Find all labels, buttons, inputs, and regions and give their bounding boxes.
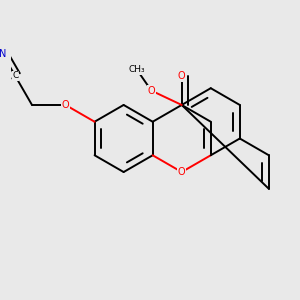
Text: N: N	[0, 49, 6, 59]
Text: CH₃: CH₃	[129, 65, 146, 74]
Text: O: O	[178, 71, 185, 82]
Text: O: O	[62, 100, 69, 110]
Text: C: C	[12, 71, 18, 80]
Text: O: O	[178, 167, 185, 177]
Text: O: O	[148, 85, 155, 96]
